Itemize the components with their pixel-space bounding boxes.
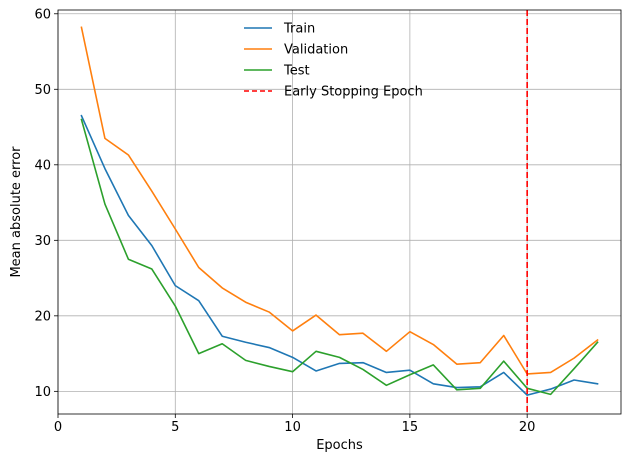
legend: Train Validation Test Early Stopping Epoch [244, 22, 423, 100]
legend-label: Test [283, 64, 310, 79]
x-tick-label: 20 [519, 420, 536, 435]
x-tick-label: 0 [54, 420, 62, 435]
axis-ticks: 0 5 10 15 20 10 20 30 40 50 60 [34, 7, 535, 435]
y-axis-label: Mean absolute error [9, 146, 24, 278]
y-tick-label: 30 [34, 234, 51, 249]
legend-label: Early Stopping Epoch [284, 85, 423, 100]
x-tick-label: 5 [171, 420, 179, 435]
plot-frame [57, 9, 622, 415]
series-lines [80, 26, 599, 396]
legend-label: Validation [284, 43, 348, 58]
y-tick-label: 10 [34, 385, 51, 400]
y-tick-label: 40 [34, 158, 51, 173]
x-tick-label: 10 [284, 420, 301, 435]
series-line-train [80, 114, 599, 396]
y-tick-label: 50 [34, 83, 51, 98]
series-line-validation [80, 26, 599, 375]
legend-label: Train [283, 22, 315, 37]
x-tick-label: 15 [402, 420, 419, 435]
series-line-test [80, 118, 599, 396]
y-tick-label: 60 [34, 7, 51, 22]
y-tick-label: 20 [34, 309, 51, 324]
x-axis-label: Epochs [316, 438, 363, 453]
